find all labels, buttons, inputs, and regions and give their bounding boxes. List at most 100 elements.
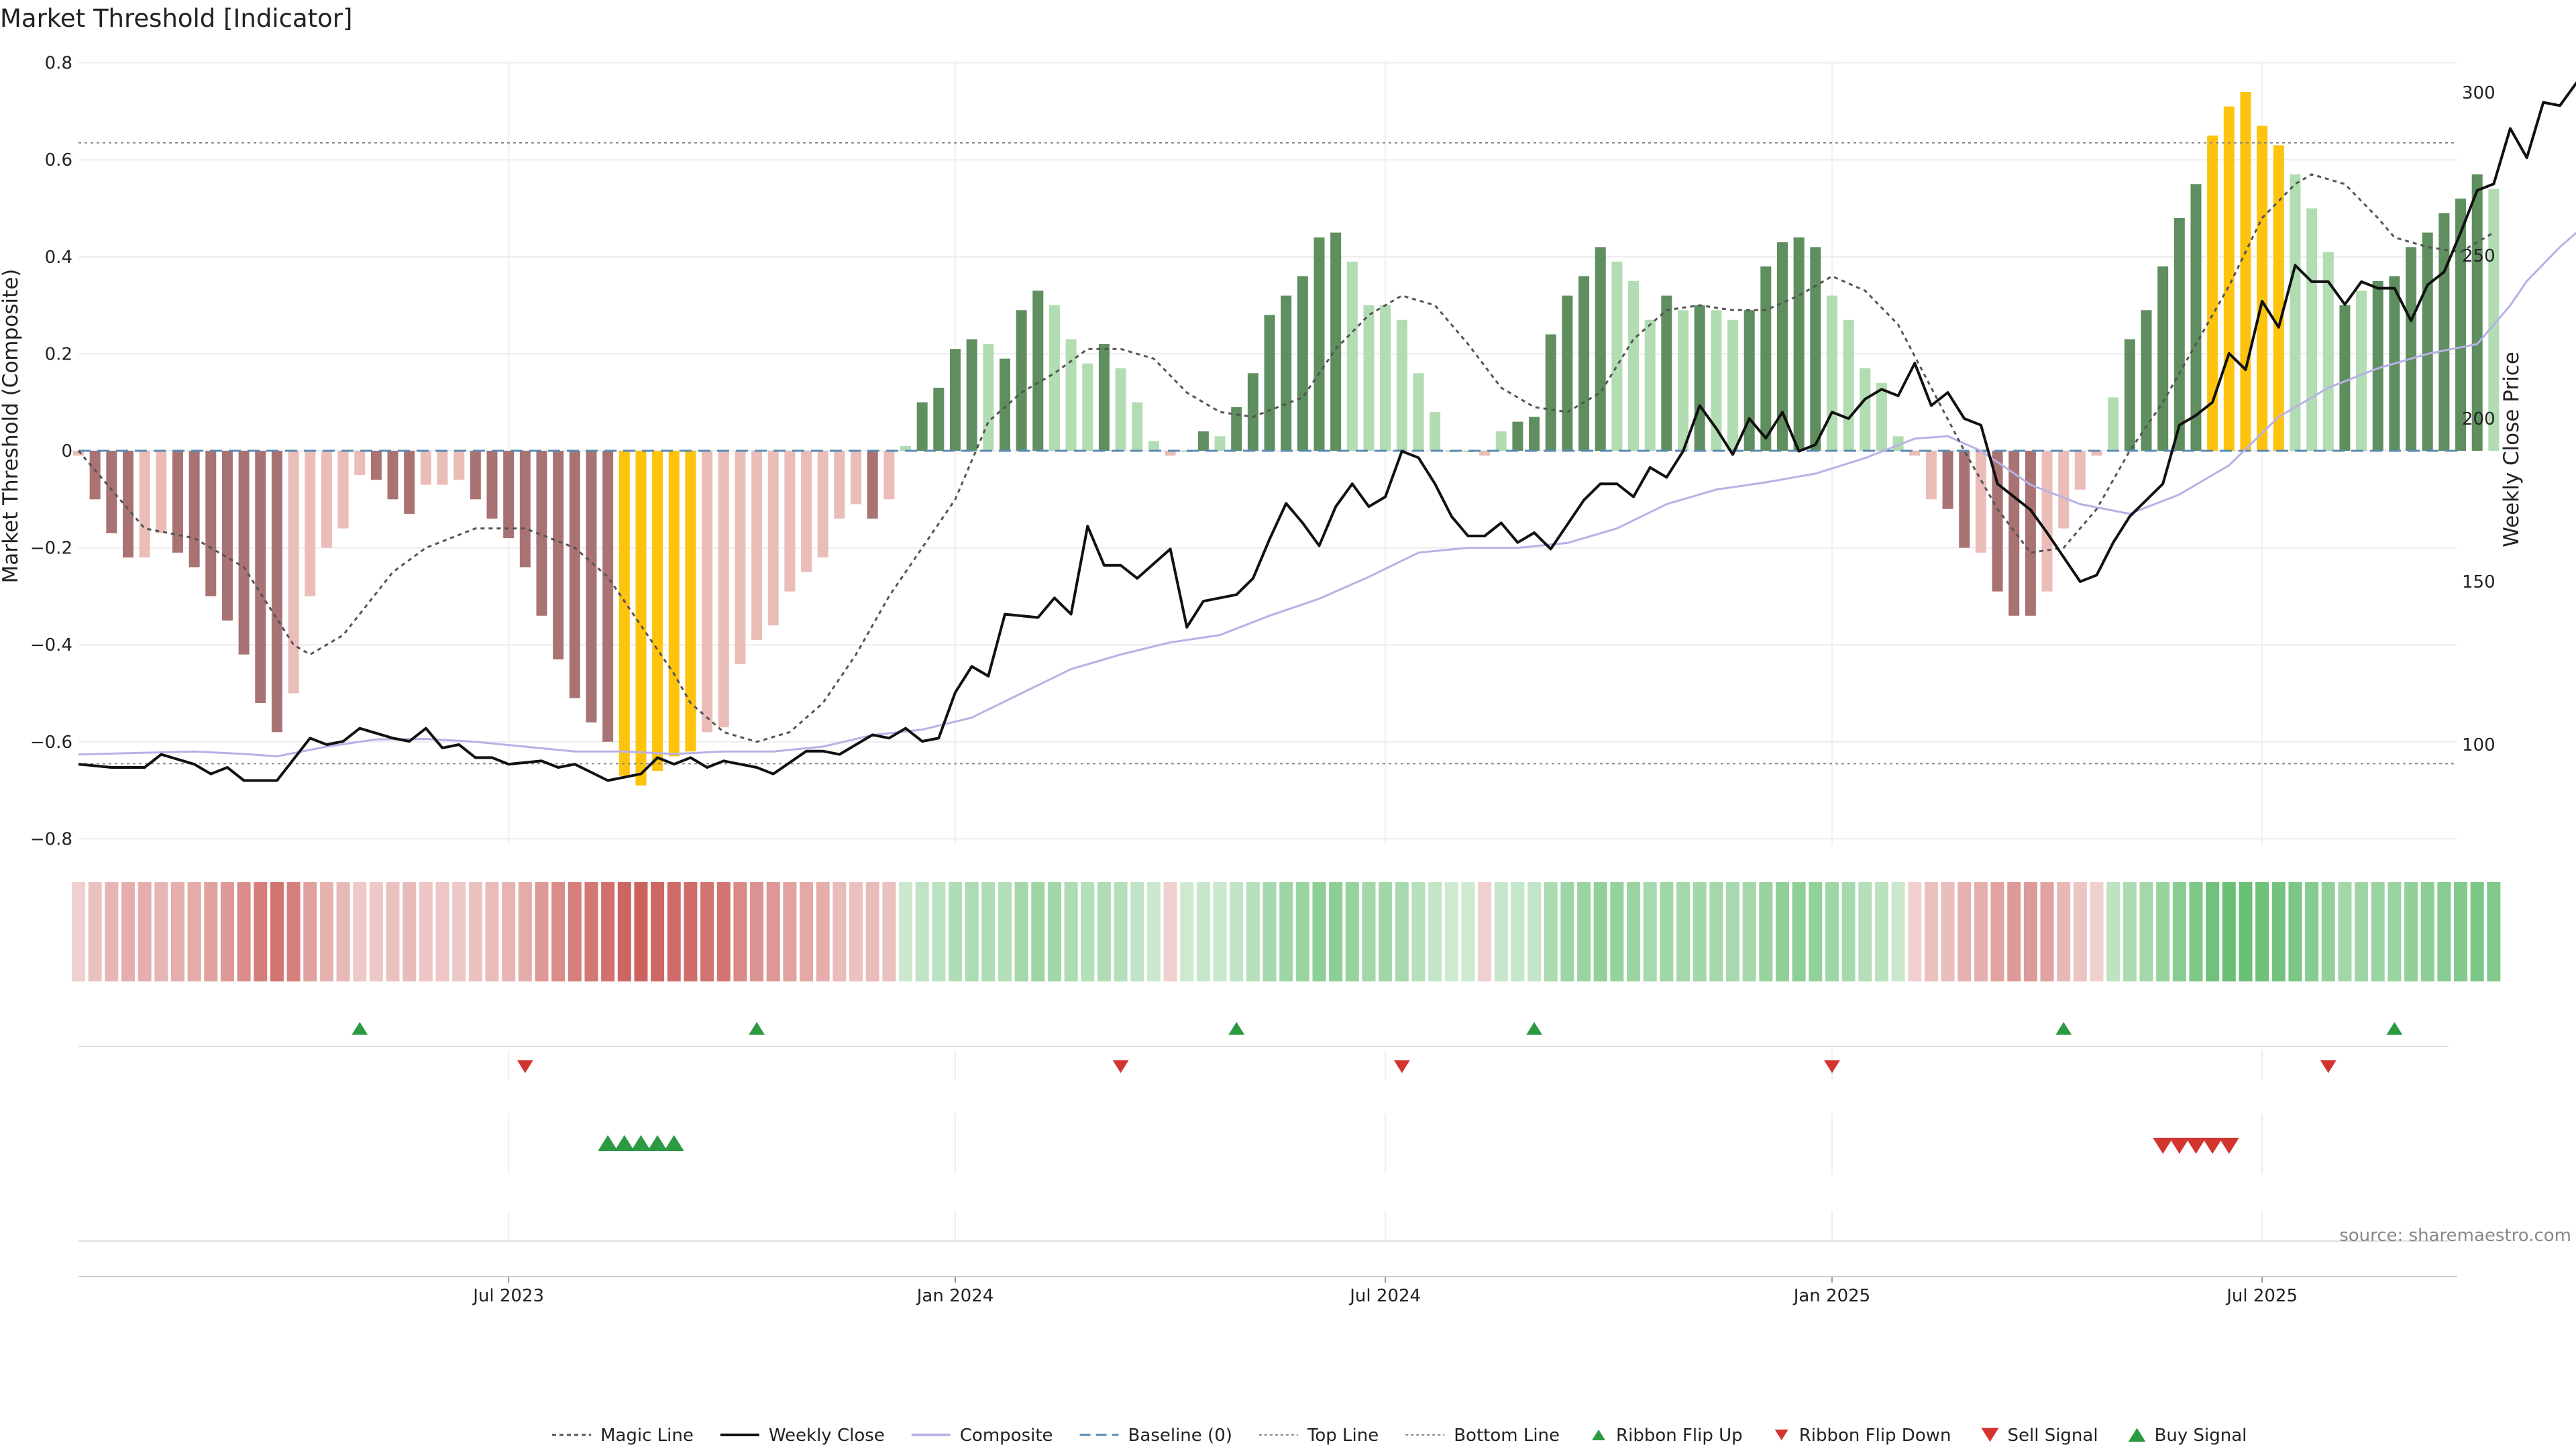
composite-bar: [2488, 189, 2500, 451]
composite-bar: [2041, 451, 2053, 592]
composite-bar: [1942, 451, 1953, 509]
composite-bar: [1975, 451, 1986, 553]
ribbon-cell: [1047, 882, 1061, 981]
composite-bar: [801, 451, 812, 572]
ribbon-cell: [2355, 882, 2369, 981]
composite-bar: [1049, 305, 1060, 451]
ribbon-cell: [1693, 882, 1707, 981]
legend-label: Ribbon Flip Up: [1616, 1426, 1743, 1446]
composite-bar: [652, 451, 663, 771]
composite-bar: [751, 451, 763, 640]
composite-bar: [2257, 125, 2268, 451]
date-tick-label: Jan 2024: [916, 1286, 994, 1306]
right-tick-label: 150: [2462, 572, 2496, 592]
composite-bar: [817, 451, 828, 558]
ribbon-flip-down-marker: [1823, 1060, 1840, 1073]
ribbon-cell: [2420, 882, 2434, 981]
ribbon-cell: [2007, 882, 2021, 981]
ribbon-cell: [750, 882, 764, 981]
ribbon-cell: [965, 882, 979, 981]
composite-bar: [966, 339, 977, 451]
composite-bar: [2108, 397, 2119, 451]
composite-bar: [619, 451, 630, 776]
ribbon-cell: [800, 882, 814, 981]
ribbon-cell: [2139, 882, 2153, 981]
composite-bar: [1727, 319, 1738, 451]
composite-line: [78, 231, 2576, 758]
ribbon-cell: [1295, 882, 1309, 981]
ribbon-cell: [369, 882, 383, 981]
ribbon-cell: [1957, 882, 1972, 981]
ribbon-cell: [2404, 882, 2418, 981]
ribbon-cell: [1329, 882, 1343, 981]
buy-signal-marker: [614, 1135, 635, 1151]
ribbon-cell: [2057, 882, 2071, 981]
composite-bar: [106, 451, 117, 533]
ribbon-cell: [1891, 882, 1905, 981]
composite-bar: [586, 451, 597, 722]
composite-bar: [2290, 174, 2301, 451]
ribbon-cell: [121, 882, 135, 981]
composite-bar: [1529, 417, 1540, 451]
ribbon-cell: [667, 882, 681, 981]
ribbon-flip-up-marker: [2386, 1022, 2403, 1035]
composite-bar: [1661, 295, 1672, 451]
ribbon-cell: [1114, 882, 1128, 981]
composite-bar: [354, 451, 366, 476]
ribbon-cell: [485, 882, 499, 981]
composite-bar: [1330, 232, 1342, 451]
ribbon-cell: [551, 882, 566, 981]
composite-bar: [2190, 184, 2202, 451]
ribbon-cell: [2222, 882, 2236, 981]
composite-bar: [1380, 305, 1391, 451]
composite-bar: [784, 451, 796, 592]
ribbon-cell: [1544, 882, 1558, 981]
legend: Magic Line Weekly Close Composite Baseline …: [552, 1426, 2247, 1446]
ribbon-cell: [1759, 882, 1773, 981]
buy-signal-marker: [647, 1135, 668, 1151]
composite-bar: [867, 451, 878, 519]
ribbon-cell: [303, 882, 317, 981]
composite-bar: [2091, 451, 2102, 456]
composite-bar: [1032, 290, 1044, 451]
composite-bar: [1925, 451, 1937, 500]
ribbon-cell: [502, 882, 516, 981]
composite-bar: [1197, 431, 1209, 451]
ribbon-cell: [170, 882, 184, 981]
composite-bar: [156, 451, 167, 533]
composite-bar: [486, 451, 498, 519]
ribbon-cell: [617, 882, 631, 981]
ribbon-cell: [882, 882, 896, 981]
ribbon-cell: [1494, 882, 1508, 981]
signal-panels: [78, 1022, 2457, 1277]
legend-label: Bottom Line: [1454, 1426, 1560, 1446]
sell-signal-marker: [2153, 1138, 2174, 1154]
composite-bar: [1578, 276, 1590, 451]
ribbon-cell: [187, 882, 201, 981]
ribbon-cell: [1031, 882, 1045, 981]
composite-bar: [553, 451, 564, 659]
legend-triangle-up-icon: [2128, 1428, 2146, 1442]
composite-bar: [519, 451, 531, 568]
composite-bar: [1760, 266, 1772, 451]
ribbon-cell: [1610, 882, 1624, 981]
composite-bar: [2422, 232, 2433, 451]
composite-bar: [2174, 217, 2185, 451]
ribbon-cell: [1775, 882, 1789, 981]
legend-triangle-down-icon: [1981, 1428, 1999, 1442]
ribbon-cell: [2073, 882, 2087, 981]
right-tick-label: 250: [2462, 246, 2496, 266]
composite-bar: [470, 451, 481, 500]
ribbon-cell: [932, 882, 946, 981]
left-tick-label: 0.4: [45, 248, 72, 268]
ribbon-cell: [1627, 882, 1641, 981]
ribbon-cell: [220, 882, 234, 981]
composite-bar: [2455, 199, 2467, 451]
composite-bar: [205, 451, 217, 596]
axis-ticks: 0.8 0.6 0.4 0.2 0 −0.2 −0.4 −0.6 −0.8 100 150 200 25…: [30, 54, 2496, 1306]
composite-bar: [221, 451, 233, 621]
ribbon-cell: [336, 882, 350, 981]
ribbon-flip-up-marker: [1228, 1022, 1245, 1035]
buy-signal-marker: [663, 1135, 684, 1151]
composite-bar: [1743, 310, 1755, 451]
